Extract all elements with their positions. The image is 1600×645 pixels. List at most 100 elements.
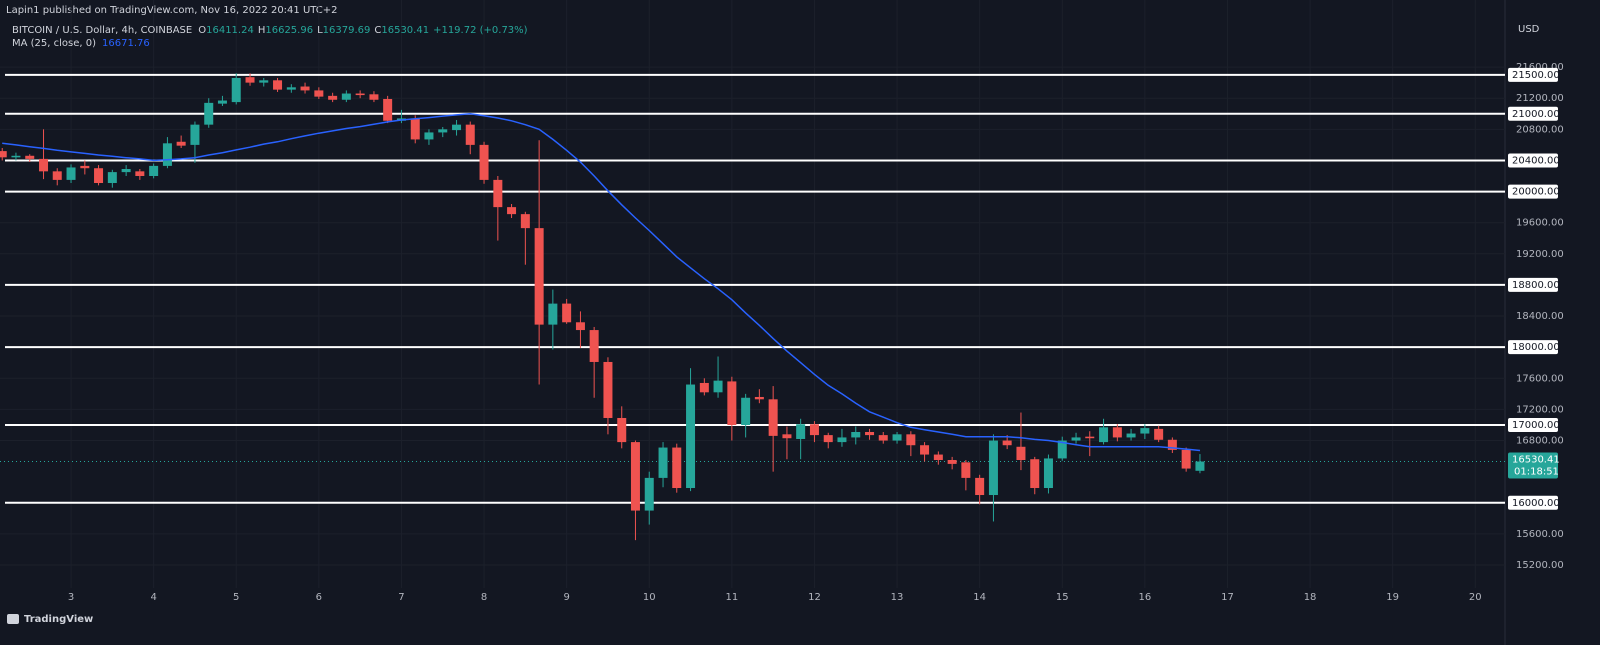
candle-body <box>507 207 517 215</box>
y-tick-label: 19200.00 <box>1516 249 1564 260</box>
candle-body <box>452 124 462 131</box>
x-tick-label: 5 <box>233 592 239 603</box>
x-tick-label: 17 <box>1221 592 1234 603</box>
x-tick-label: 15 <box>1056 592 1069 603</box>
candle-body <box>741 397 751 425</box>
price-label: 16530.41 <box>1512 455 1560 466</box>
title: BITCOIN / U.S. Dollar, 4h, COINBASE <box>12 25 192 36</box>
y-tick-label: 20800.00 <box>1516 124 1564 135</box>
y-tick-label: 17600.00 <box>1516 373 1564 384</box>
ohlc-key: O <box>198 25 206 36</box>
candle-body <box>39 158 49 172</box>
level-label: 21500.00 <box>1512 70 1560 81</box>
byline: Lapin1 published on TradingView.com, Nov… <box>6 5 338 16</box>
candle-body <box>1126 433 1136 438</box>
candle-body <box>52 171 62 180</box>
candle-body <box>1195 461 1205 471</box>
candle-body <box>548 303 558 325</box>
branding: TradingView <box>24 614 93 625</box>
candle-body <box>259 80 269 83</box>
candle-body <box>1099 427 1109 443</box>
x-tick-label: 9 <box>563 592 569 603</box>
candle-body <box>672 447 682 489</box>
ohlc-value: 16625.96 <box>265 25 313 36</box>
candle-body <box>686 384 696 489</box>
candle-body <box>369 94 379 100</box>
candle-body <box>107 172 117 184</box>
candle-body <box>906 434 916 446</box>
x-tick-label: 13 <box>891 592 904 603</box>
level-label-box <box>1508 277 1558 292</box>
candle-body <box>562 303 572 323</box>
candle-body <box>617 417 627 443</box>
y-tick-label: 15600.00 <box>1516 529 1564 540</box>
candle-body <box>589 330 599 362</box>
candle-body <box>1016 446 1026 461</box>
candle-body <box>933 454 943 461</box>
y-tick-label: 16800.00 <box>1516 436 1564 447</box>
level-label-box <box>1508 106 1558 121</box>
x-tick-label: 18 <box>1304 592 1317 603</box>
candle-body <box>975 477 985 496</box>
ma-value: 16671.76 <box>102 38 150 49</box>
candle-body <box>1167 439 1177 450</box>
candle-body <box>80 165 90 169</box>
y-tick-label: 19600.00 <box>1516 218 1564 229</box>
candle-body <box>162 143 172 166</box>
candle-body <box>782 434 792 439</box>
candle-body <box>796 424 806 439</box>
candle-body <box>11 155 21 158</box>
plot-area <box>0 73 1505 541</box>
ohlc-key: C <box>374 25 381 36</box>
candle-body <box>25 155 35 159</box>
candle-body <box>1057 440 1067 459</box>
level-label: 18800.00 <box>1512 280 1560 291</box>
candle-body <box>851 431 861 438</box>
candle-body <box>947 460 957 464</box>
candle-body <box>754 396 764 400</box>
ma-line <box>2 113 1201 452</box>
candle-body <box>204 102 214 125</box>
candle-body <box>823 435 833 443</box>
candle-body <box>878 435 888 441</box>
y-tick-label: 17200.00 <box>1516 404 1564 415</box>
candle-body <box>644 477 654 511</box>
candle-body <box>1112 427 1122 438</box>
level-label-box <box>1508 153 1558 168</box>
candle-body <box>727 381 737 425</box>
candle-body <box>190 124 200 145</box>
candle-body <box>1085 436 1095 439</box>
x-tick-label: 4 <box>150 592 156 603</box>
candle-body <box>273 80 283 90</box>
candle-body <box>920 445 930 455</box>
level-label-box <box>1508 417 1558 432</box>
ma-name: MA (25, close, 0) <box>12 38 96 49</box>
level-label: 20400.00 <box>1512 155 1560 166</box>
candle-body <box>865 431 875 436</box>
x-tick-label: 20 <box>1469 592 1482 603</box>
candle-body <box>1043 458 1053 489</box>
level-label: 18000.00 <box>1512 342 1560 353</box>
candle-body <box>328 95 338 100</box>
ohlc-key: H <box>258 25 266 36</box>
ohlc-value: 16379.69 <box>323 25 371 36</box>
candle-body <box>575 322 585 331</box>
candle-body <box>94 168 104 184</box>
candle-body <box>768 399 778 436</box>
candle-body <box>231 77 241 103</box>
ohlc-value: 16530.41 <box>381 25 429 36</box>
y-tick-label: 21600.00 <box>1516 62 1564 73</box>
candle-body <box>355 93 365 96</box>
x-tick-label: 19 <box>1386 592 1399 603</box>
ma-legend: MA (25, close, 0) 16671.76 <box>12 38 150 49</box>
candle-body <box>1154 428 1164 440</box>
x-tick-label: 6 <box>316 592 322 603</box>
candle-body <box>217 100 227 104</box>
candle-body <box>493 179 503 208</box>
ohlc-key: L <box>317 25 323 36</box>
level-label-box <box>1508 184 1558 199</box>
candle-body <box>66 167 76 180</box>
candle-body <box>0 151 7 158</box>
candle-body <box>713 380 723 393</box>
x-tick-label: 11 <box>725 592 738 603</box>
